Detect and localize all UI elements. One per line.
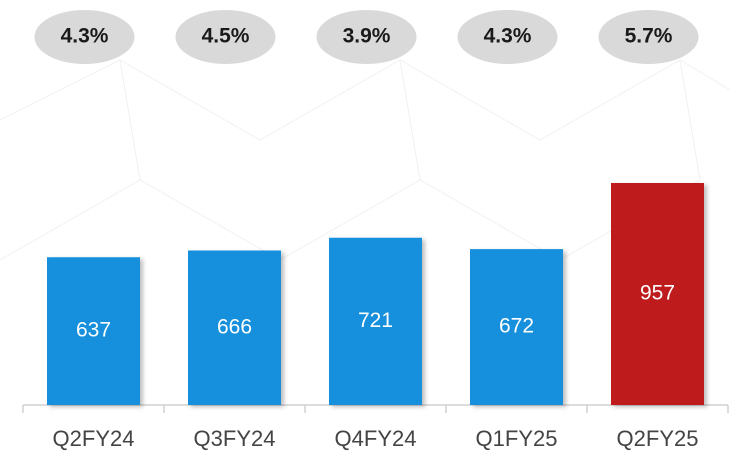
bar <box>470 249 563 405</box>
x-tick-label: Q3FY24 <box>194 426 276 451</box>
bar <box>611 183 704 405</box>
x-tick-label: Q2FY25 <box>617 426 699 451</box>
growth-label: 4.5% <box>202 25 250 48</box>
bar-value-label: 666 <box>217 315 252 338</box>
growth-bubble <box>316 10 417 64</box>
growth-bubble <box>598 10 699 64</box>
x-tick-label: Q1FY25 <box>476 426 558 451</box>
growth-label: 5.7% <box>625 25 673 48</box>
growth-bubble <box>457 10 558 64</box>
x-tick-label: Q4FY24 <box>335 426 417 451</box>
bar <box>47 257 140 405</box>
growth-label: 4.3% <box>61 25 109 48</box>
growth-label: 3.9% <box>343 25 391 48</box>
bar-value-label: 637 <box>76 319 111 342</box>
bar <box>329 237 422 405</box>
bar <box>188 250 281 405</box>
bar-value-label: 672 <box>499 315 534 338</box>
bar-value-label: 957 <box>640 282 675 305</box>
growth-bubble <box>175 10 276 64</box>
x-tick-label: Q2FY24 <box>53 426 135 451</box>
background-pattern <box>0 59 730 261</box>
growth-label: 4.3% <box>484 25 532 48</box>
growth-bubble <box>34 10 135 64</box>
bar-value-label: 721 <box>358 309 393 332</box>
